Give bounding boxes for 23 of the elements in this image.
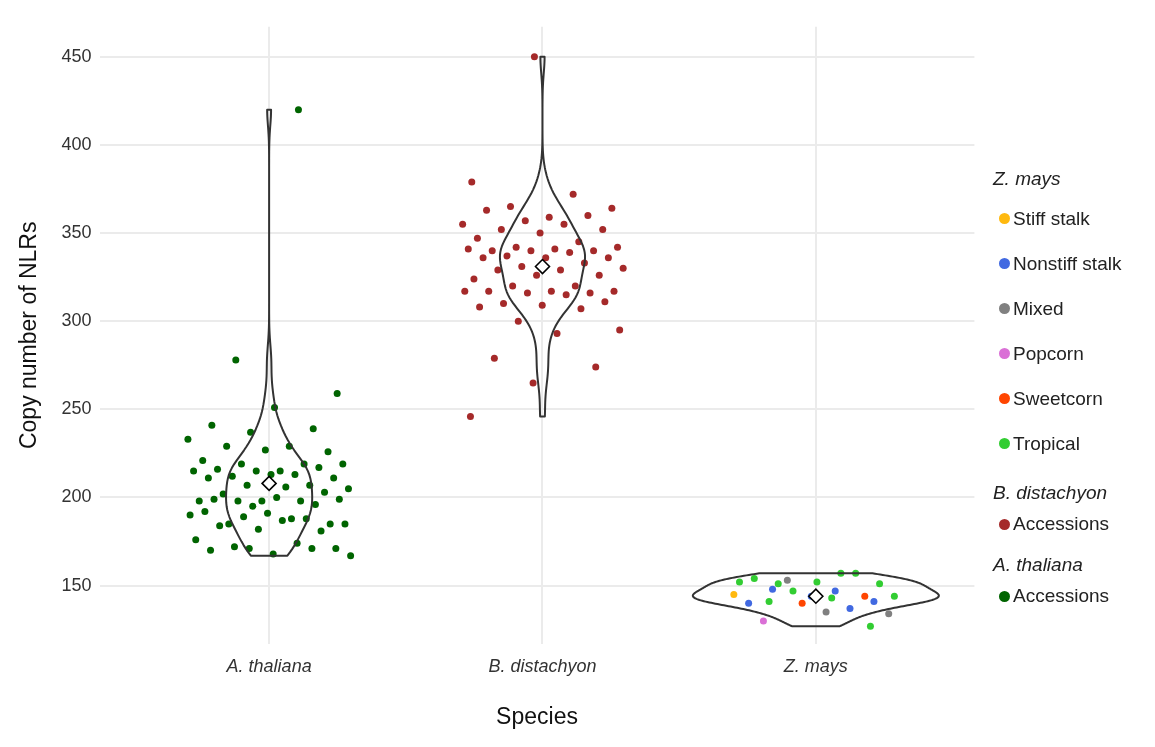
x-axis-title: Species [496,702,578,729]
legend-label: Stiff stalk [1013,207,1090,230]
category-label: Z. mays [993,168,1061,189]
legend-label: Popcorn [1013,342,1084,365]
category-label: A. thaliana [993,554,1083,575]
legend-label: Tropical [1013,432,1080,455]
y-tick-label: 400 [61,133,92,154]
y-tick-label: 200 [61,486,92,507]
legend-label: Mixed [1013,297,1064,320]
x-tick-label: B. distachyon [488,655,597,676]
x-tick-label: Z. mays [782,655,848,676]
legend-label: Accessions [1013,513,1110,535]
legend-label: Nonstiff stalk [1013,252,1122,275]
y-tick-label: 150 [61,574,92,595]
legend-label: Sweetcorn [1013,387,1103,410]
y-tick-label: 450 [61,45,92,66]
x-tick-label: A. thaliana [225,655,312,676]
y-tick-label: 300 [61,310,92,331]
y-tick-label: 250 [61,398,92,419]
y-tick-label: 350 [61,222,92,243]
category-label: B. distachyon [993,482,1108,503]
legend-label: Accessions [1013,585,1110,607]
y-axis-title: Copy number of NLRs [15,221,42,450]
